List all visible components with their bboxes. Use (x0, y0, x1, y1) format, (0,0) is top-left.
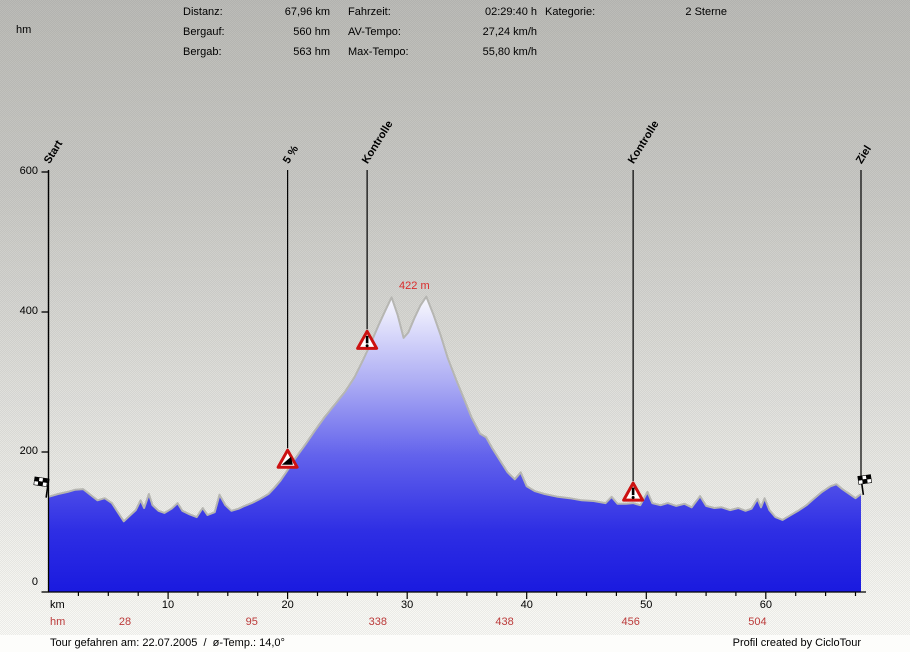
x-axis-unit-label: km (50, 599, 65, 611)
stat-value-bergab: 563 hm (293, 46, 330, 58)
status-credit: Profil created by CicloTour (732, 637, 861, 649)
stat-label-av-tempo: AV-Tempo: (348, 26, 401, 38)
y-axis-unit-label: hm (16, 24, 32, 36)
stat-value-bergauf: 560 hm (293, 26, 330, 38)
y-tick-label: 200 (19, 445, 38, 457)
warning-sign-icon (622, 481, 645, 502)
status-bar: Tour gefahren am: 22.07.2005 / ø-Temp.: … (0, 635, 910, 652)
slope-sign-icon (276, 448, 299, 469)
stat-label-distanz: Distanz: (183, 6, 223, 18)
stat-value-distanz: 67,96 km (284, 6, 330, 18)
climb-value-label: 438 (495, 616, 514, 628)
x-tick-label: 10 (161, 599, 175, 611)
x-tick-label: 50 (640, 599, 653, 611)
stat-label-kategorie: Kategorie: (545, 6, 596, 18)
stat-value-max-tempo: 55,80 km/h (482, 46, 537, 58)
peak-elevation-label: 422 m (399, 280, 430, 292)
stat-label-bergab: Bergab: (183, 46, 222, 58)
x-tick-label: 30 (401, 599, 414, 611)
y-tick-label: 0 (31, 576, 38, 588)
stat-label-bergauf: Bergauf: (183, 26, 225, 38)
elevation-area (48, 296, 861, 592)
finish-flag-icon (857, 474, 872, 495)
stat-value-kategorie: 2 Sterne (685, 6, 727, 18)
climb-value-label: 456 (621, 616, 640, 628)
climb-value-label: 338 (368, 616, 388, 628)
y-tick-label: 400 (19, 305, 38, 317)
y-tick-label: 600 (19, 165, 38, 177)
x-tick-label: 40 (520, 599, 533, 611)
climb-value-label: 504 (748, 616, 767, 628)
start-flag-icon (33, 476, 50, 498)
elevation-outline (48, 295, 862, 523)
warning-sign-icon (356, 329, 379, 350)
stat-value-fahrzeit: 02:29:40 h (485, 6, 537, 18)
stat-value-av-tempo: 27,24 km/h (482, 26, 537, 38)
x-tick-label: 20 (281, 599, 294, 611)
stat-label-fahrzeit: Fahrzeit: (348, 6, 391, 18)
status-tour-info: Tour gefahren am: 22.07.2005 / ø-Temp.: … (50, 637, 285, 649)
stat-label-max-tempo: Max-Tempo: (348, 46, 409, 58)
climb-value-label: 28 (118, 616, 132, 628)
climb-value-label: 95 (245, 616, 258, 628)
x-axis-unit2-label: hm (50, 616, 66, 628)
x-tick-label: 60 (759, 599, 772, 611)
